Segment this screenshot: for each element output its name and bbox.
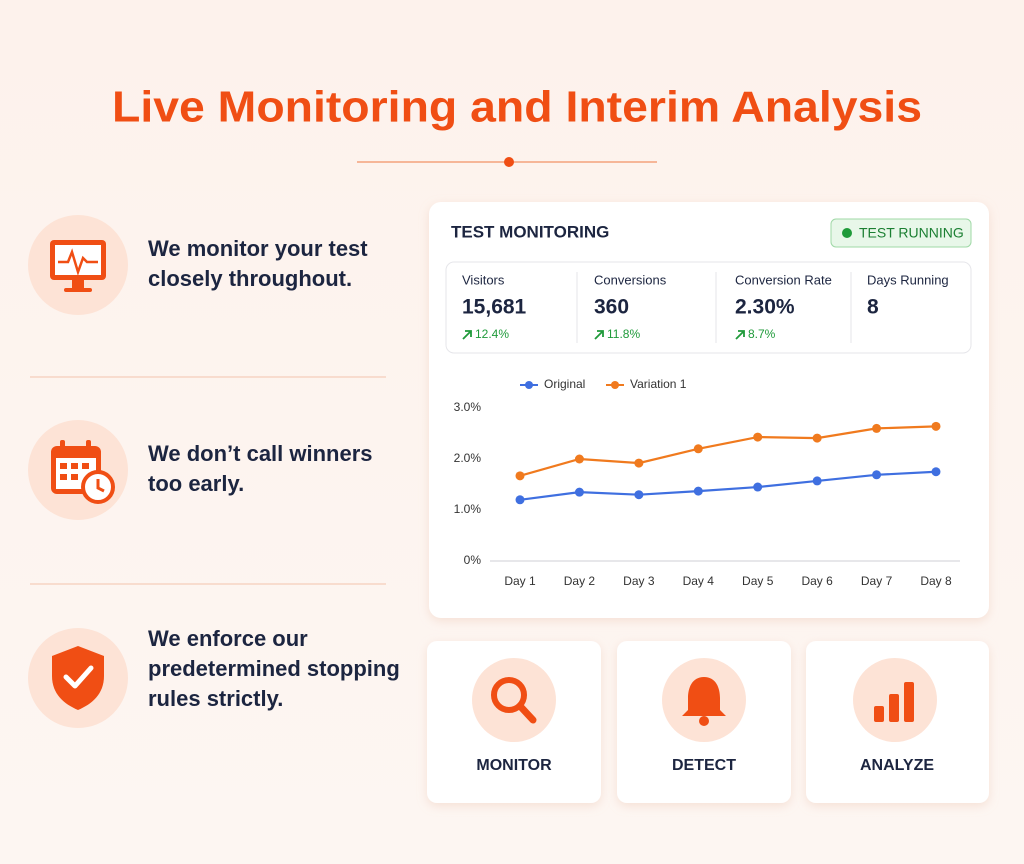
x-tick-label: Day 3 (623, 574, 655, 588)
stat-value: 8 (867, 296, 879, 319)
stat-label: Visitors (462, 272, 505, 287)
trend-arrow (735, 330, 745, 340)
status-badge (830, 218, 972, 248)
data-point (753, 432, 763, 442)
data-point (872, 470, 882, 480)
stat-value: 360 (594, 296, 629, 319)
monitor-icon (28, 215, 128, 315)
data-point (931, 421, 941, 431)
x-tick-label: Day 6 (801, 574, 833, 588)
y-tick-label: 3.0% (454, 400, 482, 414)
stat-change: 8.7% (748, 327, 776, 341)
legend-marker (611, 381, 619, 389)
stat-label: Conversion Rate (735, 272, 832, 287)
data-point (574, 454, 584, 464)
principle-text: too early. (148, 471, 244, 496)
legend-marker (525, 381, 533, 389)
data-point (812, 433, 822, 443)
calendar-icon (28, 420, 128, 520)
step-label: MONITOR (476, 757, 552, 774)
x-tick-label: Day 4 (683, 574, 715, 588)
stat-value: 2.30% (735, 296, 795, 319)
principle-text: predetermined stopping (148, 656, 400, 681)
data-point (693, 486, 703, 496)
step-card (617, 641, 791, 803)
data-point (634, 458, 644, 468)
shield-icon (28, 628, 128, 728)
data-point (753, 482, 763, 492)
x-tick-label: Day 5 (742, 574, 774, 588)
data-point (812, 476, 822, 486)
x-tick-label: Day 1 (504, 574, 536, 588)
x-tick-label: Day 8 (920, 574, 952, 588)
data-point (872, 423, 882, 433)
step-label: DETECT (672, 757, 736, 774)
y-tick-label: 1.0% (454, 502, 482, 516)
stat-label: Days Running (867, 272, 949, 287)
step-label: ANALYZE (860, 757, 934, 774)
principle-text: closely throughout. (148, 266, 352, 291)
x-tick-label: Day 2 (564, 574, 596, 588)
title-dot (504, 157, 514, 167)
page-title: Live Monitoring and Interim Analysis (112, 83, 922, 132)
status-text: TEST RUNNING (859, 225, 964, 241)
step-card (427, 641, 601, 803)
card-title: TEST MONITORING (451, 222, 609, 241)
data-point (515, 471, 525, 481)
data-point (515, 495, 525, 505)
principle-text: We monitor your test (148, 236, 368, 261)
stat-change: 12.4% (475, 327, 509, 341)
y-tick-label: 0% (464, 553, 482, 567)
data-point (634, 490, 644, 500)
trend-arrow (594, 330, 604, 340)
principle-text: We enforce our (148, 626, 308, 651)
legend-label: Original (544, 377, 585, 391)
trend-arrow (462, 330, 472, 340)
status-dot (842, 228, 852, 238)
x-tick-label: Day 7 (861, 574, 893, 588)
stat-change: 11.8% (607, 327, 640, 341)
data-point (931, 467, 941, 477)
data-point (574, 487, 584, 497)
series-line (519, 470, 937, 501)
y-tick-label: 2.0% (454, 451, 482, 465)
series-line (519, 425, 937, 477)
principle-text: rules strictly. (148, 686, 283, 711)
legend-label: Variation 1 (630, 377, 687, 391)
stat-label: Conversions (594, 272, 667, 287)
data-point (693, 444, 703, 454)
stat-value: 15,681 (462, 296, 527, 319)
step-card (806, 641, 989, 803)
principle-text: We don’t call winners (148, 441, 373, 466)
